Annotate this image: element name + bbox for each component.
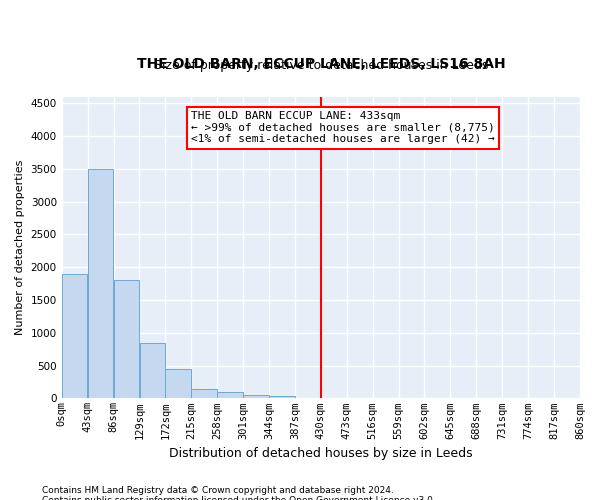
Bar (62, 274, 88, 398)
X-axis label: Distribution of detached houses by size in Leeds: Distribution of detached houses by size … (169, 447, 473, 460)
Bar (166, 369, 191, 398)
Y-axis label: Number of detached properties: Number of detached properties (15, 160, 25, 335)
Bar (140, 342, 165, 398)
Text: THE OLD BARN, ECCUP LANE, LEEDS, LS16 8AH: THE OLD BARN, ECCUP LANE, LEEDS, LS16 8A… (137, 57, 505, 71)
Bar (217, 392, 243, 398)
Bar (269, 396, 295, 398)
Text: Contains public sector information licensed under the Open Government Licence v3: Contains public sector information licen… (42, 496, 436, 500)
Bar (113, 280, 139, 398)
Title: Size of property relative to detached houses in Leeds: Size of property relative to detached ho… (154, 59, 488, 72)
Text: THE OLD BARN ECCUP LANE: 433sqm
← >99% of detached houses are smaller (8,775)
<1: THE OLD BARN ECCUP LANE: 433sqm ← >99% o… (191, 111, 495, 144)
Bar (191, 388, 217, 398)
Bar (88, 169, 113, 398)
Text: Contains HM Land Registry data © Crown copyright and database right 2024.: Contains HM Land Registry data © Crown c… (42, 486, 394, 495)
Bar (243, 395, 269, 398)
